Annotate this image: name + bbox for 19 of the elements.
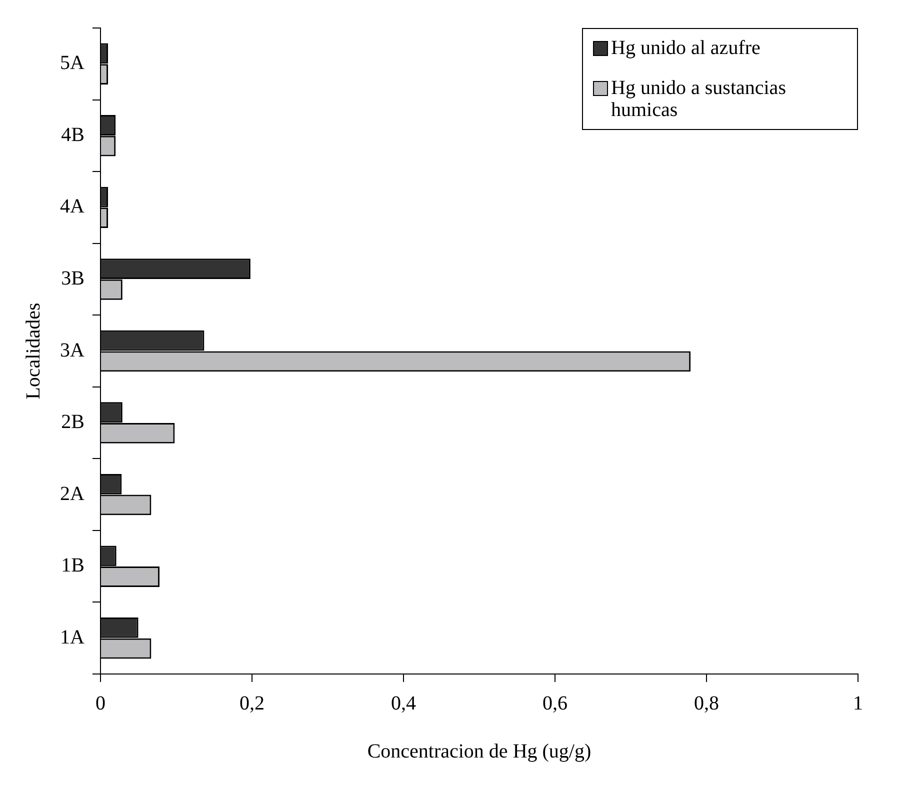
x-tick-label: 1 xyxy=(853,692,863,714)
y-tick-label: 5A xyxy=(60,52,85,74)
y-axis-title: Localidades xyxy=(22,302,44,400)
legend-label: Hg unido al azufre xyxy=(611,37,760,59)
x-tick-label: 0,4 xyxy=(390,692,416,714)
y-tick-label: 2B xyxy=(61,411,84,434)
legend-label: Hg unido a sustancias humicas xyxy=(611,77,787,121)
x-tick-label: 0,6 xyxy=(542,692,568,714)
x-tick-label: 0,2 xyxy=(239,692,264,714)
x-axis-title: Concentracion de Hg (ug/g) xyxy=(367,740,592,762)
y-tick-label: 4A xyxy=(60,196,85,218)
y-tick-label: 2A xyxy=(60,482,85,505)
x-tick-label: 0 xyxy=(95,692,106,714)
y-tick-label: 4B xyxy=(61,124,84,146)
x-tick-label: 0,8 xyxy=(694,692,719,714)
y-tick-label: 3B xyxy=(61,267,84,290)
y-tick-label: 3A xyxy=(60,339,85,362)
y-tick-label: 1B xyxy=(61,554,84,577)
y-tick-label: 1A xyxy=(60,626,85,648)
